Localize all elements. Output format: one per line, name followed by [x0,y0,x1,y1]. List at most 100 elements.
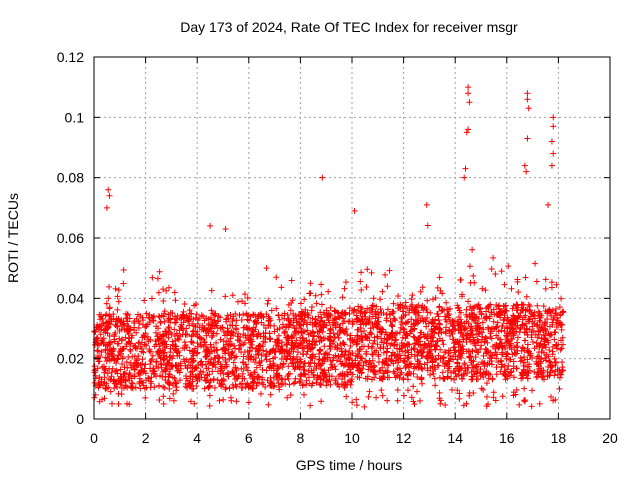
data-point [480,326,487,333]
data-point [374,318,381,325]
data-point [432,346,439,353]
data-point [351,207,358,214]
data-point [172,297,179,304]
data-point [244,295,251,302]
data-point [482,345,489,352]
data-point [172,319,179,326]
data-point [353,402,360,409]
data-point [427,371,434,378]
data-point [389,321,396,328]
y-tick-label: 0.1 [65,109,85,125]
data-point [515,289,522,296]
data-point [426,350,433,357]
data-point [393,336,400,343]
data-point [251,319,258,326]
data-point [115,400,122,407]
data-point [116,327,123,334]
data-point [391,352,398,359]
data-point [546,358,553,365]
data-point [167,366,174,373]
data-point [463,129,470,136]
data-point [318,398,325,405]
data-point [403,319,410,326]
data-point [91,366,98,373]
data-point [342,309,349,316]
data-point [383,315,390,322]
data-point [523,293,530,300]
data-point [513,344,520,351]
data-point [347,361,354,368]
data-point [252,312,259,319]
data-point [229,368,236,375]
data-point [317,380,324,387]
data-point [278,284,285,291]
data-point [375,351,382,358]
data-point [233,398,240,405]
data-point [334,331,341,338]
data-point [366,357,373,364]
data-point [310,371,317,378]
data-point [510,302,517,309]
data-point [454,363,461,370]
data-point [148,356,155,363]
data-point [222,386,229,393]
data-point [397,301,404,308]
data-point [233,353,240,360]
data-point [223,318,230,325]
data-point [165,284,172,291]
data-point [184,331,191,338]
data-point [286,381,293,388]
data-point [100,363,107,370]
data-point [264,377,271,384]
data-point [396,352,403,359]
data-point [248,336,255,343]
data-point [222,384,229,391]
data-point [410,383,417,390]
data-point [155,336,162,343]
data-point [504,375,511,382]
data-point [300,335,307,342]
data-point [200,369,207,376]
data-point [295,364,302,371]
data-point [510,329,517,336]
data-point [456,395,463,402]
y-tick-label: 0.12 [57,49,84,65]
data-point [237,342,244,349]
data-point [462,367,469,374]
data-point [203,347,210,354]
data-point [129,332,136,339]
data-point [222,359,229,366]
data-point [480,386,487,393]
data-point [548,393,555,400]
chart-title: Day 173 of 2024, Rate Of TEC Index for r… [180,19,518,35]
data-point [327,326,334,333]
data-point [507,340,514,347]
data-point [551,336,558,343]
data-point [406,341,413,348]
data-point [383,355,390,362]
data-point [521,398,528,405]
data-point [330,319,337,326]
data-point [227,335,234,342]
data-point [377,344,384,351]
data-point [524,135,531,142]
data-point [155,313,162,320]
data-point [325,288,332,295]
data-point [135,311,142,318]
data-point [389,349,396,356]
data-point [288,360,295,367]
data-point [327,345,334,352]
data-point [141,385,148,392]
data-point [548,312,555,319]
data-point [280,361,287,368]
data-point [457,316,464,323]
data-point [493,355,500,362]
data-point [534,373,541,380]
data-point [341,379,348,386]
data-point [459,291,466,298]
data-point [382,271,389,278]
data-point [522,307,529,314]
data-point [156,268,163,275]
data-point [135,370,142,377]
data-point [487,371,494,378]
